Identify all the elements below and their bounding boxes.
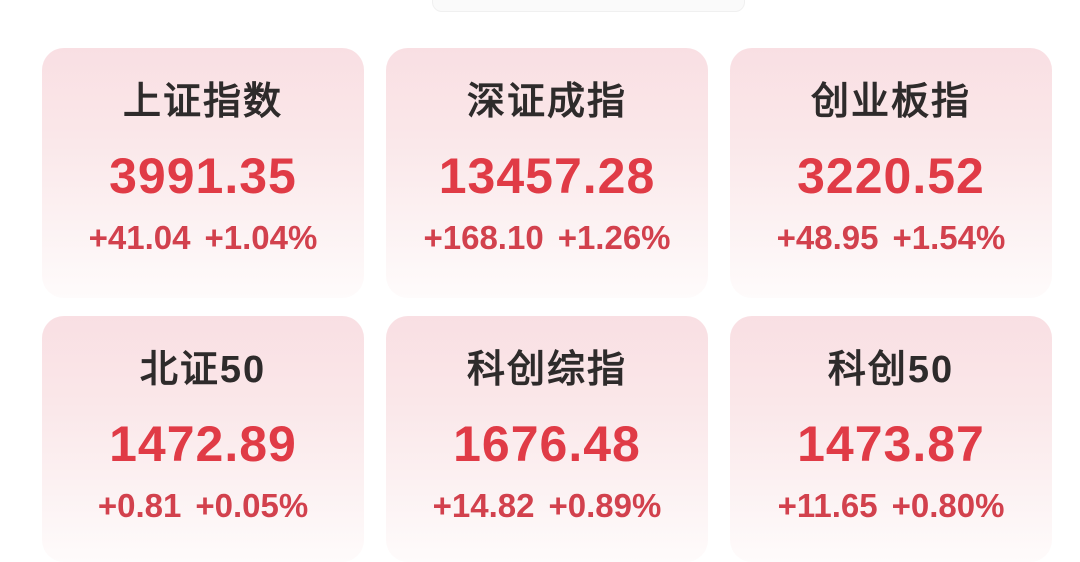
index-card-star50[interactable]: 科创50 1473.87 +11.65 +0.80% (730, 316, 1052, 562)
index-cards-grid: 上证指数 3991.35 +41.04 +1.04% 深证成指 13457.28… (42, 48, 1052, 562)
index-name: 北证50 (139, 349, 267, 391)
index-change-line: +48.95 +1.54% (777, 218, 1006, 258)
index-card-chinext[interactable]: 创业板指 3220.52 +48.95 +1.54% (730, 48, 1052, 298)
cutoff-element-top (432, 0, 745, 12)
index-change-percent: +1.54% (892, 219, 1006, 256)
index-value: 1472.89 (109, 416, 297, 472)
index-name: 创业板指 (810, 81, 971, 123)
index-value: 3220.52 (797, 148, 985, 204)
index-change-percent: +0.80% (891, 487, 1005, 524)
index-change: +48.95 (776, 219, 879, 256)
index-change-line: +41.04 +1.04% (89, 218, 318, 258)
index-name: 上证指数 (122, 81, 283, 123)
index-change-percent: +0.05% (195, 487, 309, 524)
index-change: +168.10 (423, 219, 544, 256)
index-card-bse50[interactable]: 北证50 1472.89 +0.81 +0.05% (42, 316, 364, 562)
index-card-shanghai-composite[interactable]: 上证指数 3991.35 +41.04 +1.04% (42, 48, 364, 298)
index-change-percent: +1.04% (204, 219, 318, 256)
index-card-star-composite[interactable]: 科创综指 1676.48 +14.82 +0.89% (386, 316, 708, 562)
index-change-line: +14.82 +0.89% (433, 486, 662, 526)
index-change-line: +11.65 +0.80% (778, 486, 1005, 526)
index-change: +11.65 (777, 487, 878, 524)
index-value: 1676.48 (453, 416, 641, 472)
index-change-line: +168.10 +1.26% (423, 218, 670, 258)
index-value: 3991.35 (109, 148, 297, 204)
index-value: 13457.28 (438, 148, 656, 204)
index-change-percent: +0.89% (548, 487, 662, 524)
index-value: 1473.87 (797, 416, 985, 472)
index-change: +14.82 (432, 487, 535, 524)
index-change-percent: +1.26% (557, 219, 671, 256)
index-change: +41.04 (88, 219, 191, 256)
index-change: +0.81 (97, 487, 182, 524)
index-name: 深证成指 (466, 81, 627, 123)
index-name: 科创50 (827, 349, 955, 391)
index-change-line: +0.81 +0.05% (98, 486, 308, 526)
index-card-shenzhen-component[interactable]: 深证成指 13457.28 +168.10 +1.26% (386, 48, 708, 298)
index-name: 科创综指 (466, 349, 627, 391)
